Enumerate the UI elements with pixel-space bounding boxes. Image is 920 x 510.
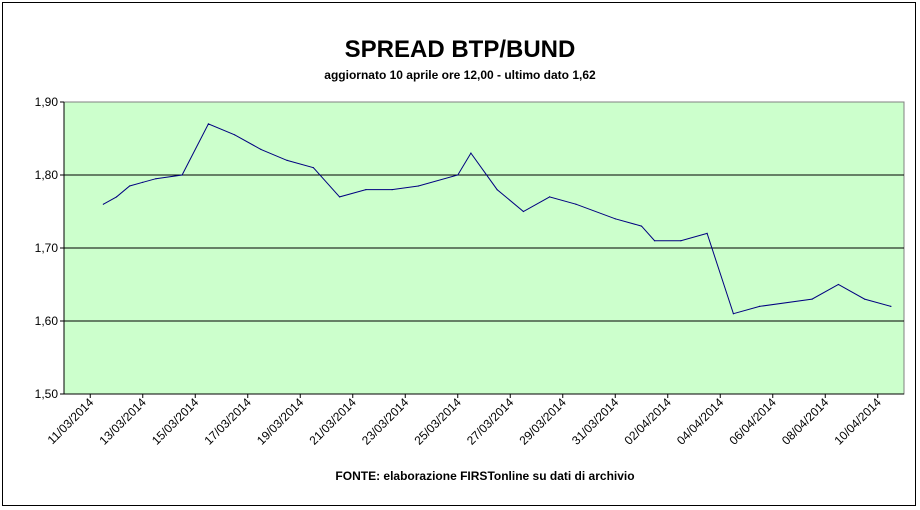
- data-point: [575, 203, 577, 205]
- data-point: [811, 298, 813, 300]
- x-tick-label: 31/03/2014: [569, 395, 622, 448]
- data-point: [759, 305, 761, 307]
- data-point: [837, 283, 840, 286]
- data-point: [732, 313, 735, 315]
- source-note: FONTE: elaborazione FIRSTonline su dati …: [335, 469, 634, 483]
- data-point: [496, 189, 498, 191]
- x-tick-labels: 11/03/2014 13/03/2014 15/03/2014 17/03/2014…: [45, 395, 884, 448]
- x-tick-label: 06/04/2014: [727, 395, 780, 448]
- x-tick-label: 19/03/2014: [254, 395, 307, 448]
- y-tick-labels: 1,50 1,60 1,70 1,80 1,90: [35, 95, 59, 401]
- data-point: [680, 240, 682, 242]
- data-point: [115, 196, 118, 198]
- x-tick-label: 25/03/2014: [412, 395, 465, 448]
- data-point: [312, 167, 314, 169]
- data-point: [155, 178, 157, 180]
- data-point: [640, 225, 643, 227]
- data-point: [102, 203, 104, 205]
- data-point: [142, 181, 144, 183]
- x-tick-label: 13/03/2014: [97, 395, 150, 448]
- x-tick-label: 17/03/2014: [202, 395, 255, 448]
- y-tick-label: 1,50: [35, 387, 59, 401]
- y-tick-label: 1,60: [35, 314, 59, 328]
- x-tick-label: 15/03/2014: [149, 395, 202, 448]
- data-point: [614, 218, 616, 220]
- data-point: [234, 134, 236, 136]
- data-point: [129, 185, 131, 187]
- spread-line: [103, 123, 892, 315]
- x-tick-label: 29/03/2014: [517, 395, 570, 448]
- data-point: [457, 174, 459, 176]
- data-point: [260, 148, 262, 150]
- data-point: [522, 210, 525, 213]
- x-tick-label: 21/03/2014: [307, 395, 360, 448]
- data-point: [864, 298, 866, 300]
- chart-subtitle: aggiornato 10 aprile ore 12,00 - ultimo …: [324, 68, 596, 82]
- y-tick-label: 1,80: [35, 168, 59, 182]
- data-point: [890, 305, 892, 307]
- data-point: [391, 189, 393, 191]
- data-point: [470, 152, 472, 154]
- data-points: [102, 123, 892, 315]
- y-tick-label: 1,90: [35, 95, 59, 109]
- data-point: [365, 189, 367, 191]
- axes: [60, 101, 904, 398]
- x-tick-label: 04/04/2014: [674, 395, 727, 448]
- x-tick-label: 08/04/2014: [779, 395, 832, 448]
- data-point: [417, 185, 419, 187]
- data-point: [654, 240, 656, 242]
- x-tick-label: 10/04/2014: [832, 395, 885, 448]
- x-tick-label: 11/03/2014: [45, 395, 97, 447]
- data-point: [286, 159, 288, 161]
- data-point: [706, 232, 708, 234]
- data-point: [549, 196, 551, 198]
- x-tick-label: 02/04/2014: [622, 395, 675, 448]
- gridlines: [64, 174, 904, 322]
- y-tick-label: 1,70: [35, 241, 59, 255]
- data-point: [181, 174, 183, 176]
- data-point: [207, 123, 209, 125]
- x-tick-label: 23/03/2014: [359, 395, 412, 448]
- data-point: [339, 196, 341, 198]
- chart-title: SPREAD BTP/BUND: [345, 36, 576, 63]
- x-tick-label: 27/03/2014: [464, 395, 517, 448]
